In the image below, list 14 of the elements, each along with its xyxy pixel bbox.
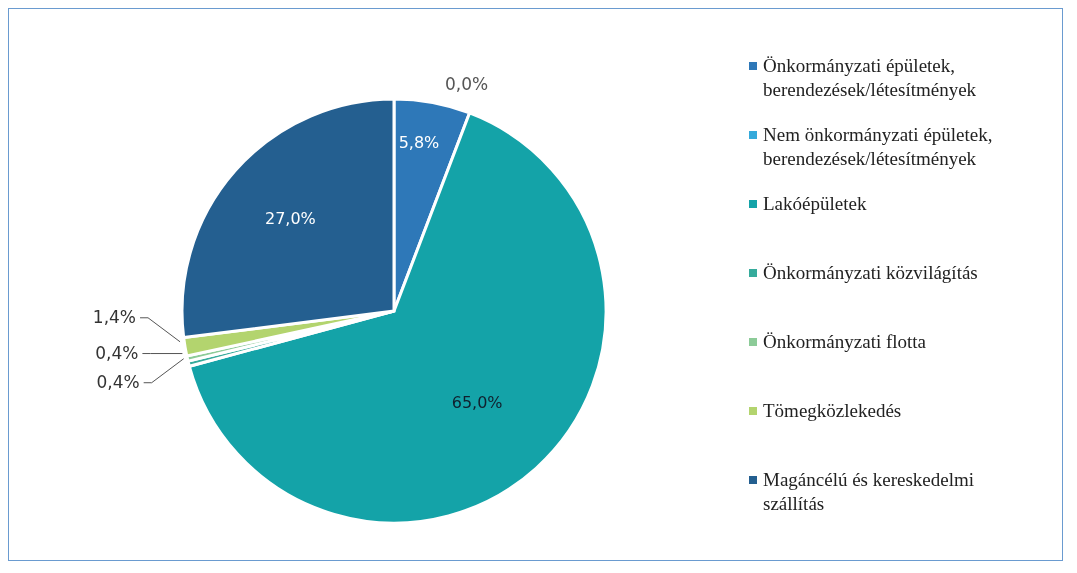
text: 0,0%	[444, 73, 489, 94]
data-label: 0,4%	[96, 371, 140, 392]
legend-label: Magáncélú és kereskedelmi szállítás	[763, 468, 976, 516]
legend-label: Önkormányzati flotta	[763, 330, 927, 354]
data-label: 0,4%	[95, 342, 139, 363]
data-label: 1,4%	[92, 306, 137, 327]
legend-label: Tömegközlekedés	[763, 399, 902, 423]
legend-label: Önkormányzati közvilágítás	[763, 261, 978, 285]
legend-label: Önkormányzati épületek, berendezések/létesítmények	[763, 54, 978, 102]
data-label: 65,0%	[451, 392, 503, 412]
data-label: 27,0%	[264, 208, 316, 228]
legend-label: Lakóépületek	[763, 192, 867, 216]
legend-label: Nem önkormányzati épületek, berendezések/létesítmények	[763, 123, 994, 171]
data-label: 5,8%	[398, 132, 440, 152]
